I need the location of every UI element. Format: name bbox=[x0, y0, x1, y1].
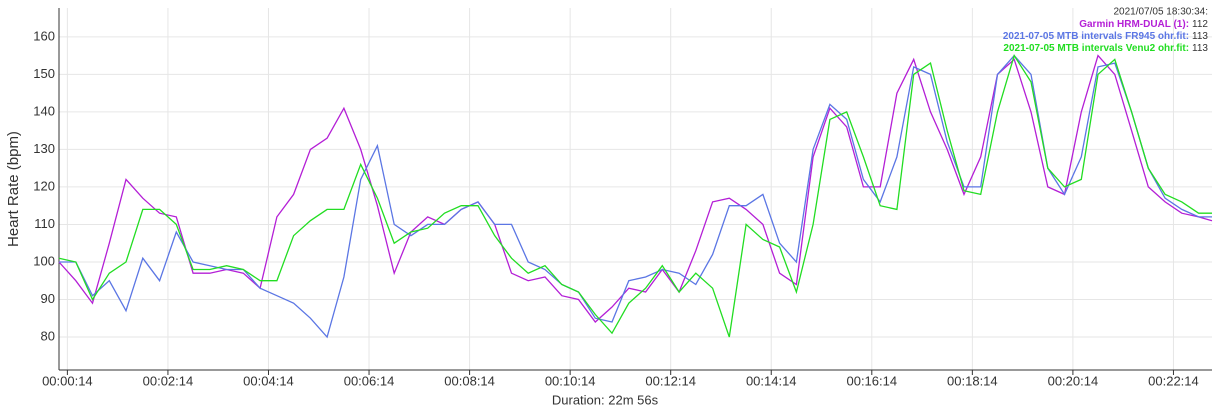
legend-value: 113 bbox=[1192, 31, 1208, 42]
y-tick-label: 110 bbox=[34, 216, 55, 231]
x-tick-label: 00:22:14 bbox=[1148, 373, 1199, 388]
x-tick-label: 00:04:14 bbox=[243, 373, 294, 388]
y-tick-label: 100 bbox=[33, 253, 55, 268]
x-tick-label: 00:14:14 bbox=[746, 373, 797, 388]
legend-entry: Garmin HRM-DUAL (1): 112 bbox=[1079, 19, 1208, 30]
x-tick-label: 00:00:14 bbox=[42, 373, 93, 388]
y-tick-label: 120 bbox=[33, 178, 55, 193]
legend: 2021/07/05 18:30:34:Garmin HRM-DUAL (1):… bbox=[1003, 7, 1209, 54]
legend-name: 2021-07-05 MTB intervals Venu2 ohr.fit: bbox=[1003, 43, 1189, 54]
y-tick-label: 160 bbox=[33, 28, 55, 43]
series-line bbox=[59, 54, 1212, 339]
x-tick-label: 00:08:14 bbox=[444, 373, 495, 388]
series-line bbox=[58, 54, 1212, 338]
legend-entry: 2021-07-05 MTB intervals FR945 ohr.fit: 1… bbox=[1003, 31, 1209, 42]
series-line bbox=[58, 54, 1213, 323]
legend-value: 113 bbox=[1192, 43, 1208, 54]
legend-name: Garmin HRM-DUAL (1): bbox=[1079, 19, 1189, 30]
y-tick-label: 140 bbox=[33, 103, 55, 118]
y-tick-label: 130 bbox=[33, 141, 55, 156]
x-tick-label: 00:06:14 bbox=[344, 373, 395, 388]
x-tick-label: 00:16:14 bbox=[846, 373, 897, 388]
x-tick-label: 00:12:14 bbox=[645, 373, 696, 388]
y-tick-label: 150 bbox=[33, 66, 55, 81]
y-tick-label: 90 bbox=[41, 291, 55, 306]
legend-entry: 2021-07-05 MTB intervals Venu2 ohr.fit: 1… bbox=[1003, 43, 1208, 54]
x-tick-label: 00:02:14 bbox=[143, 373, 194, 388]
y-tick-label: 80 bbox=[41, 328, 55, 343]
x-axis-label: Duration: 22m 56s bbox=[552, 392, 659, 407]
legend-value: 112 bbox=[1192, 19, 1208, 30]
x-tick-label: 00:18:14 bbox=[947, 373, 998, 388]
legend-name: 2021-07-05 MTB intervals FR945 ohr.fit: bbox=[1003, 31, 1189, 42]
legend-time: 2021/07/05 18:30:34: bbox=[1113, 7, 1208, 18]
x-tick-label: 00:20:14 bbox=[1048, 373, 1099, 388]
y-axis-label: Heart Rate (bpm) bbox=[5, 131, 22, 247]
x-tick-label: 00:10:14 bbox=[545, 373, 596, 388]
